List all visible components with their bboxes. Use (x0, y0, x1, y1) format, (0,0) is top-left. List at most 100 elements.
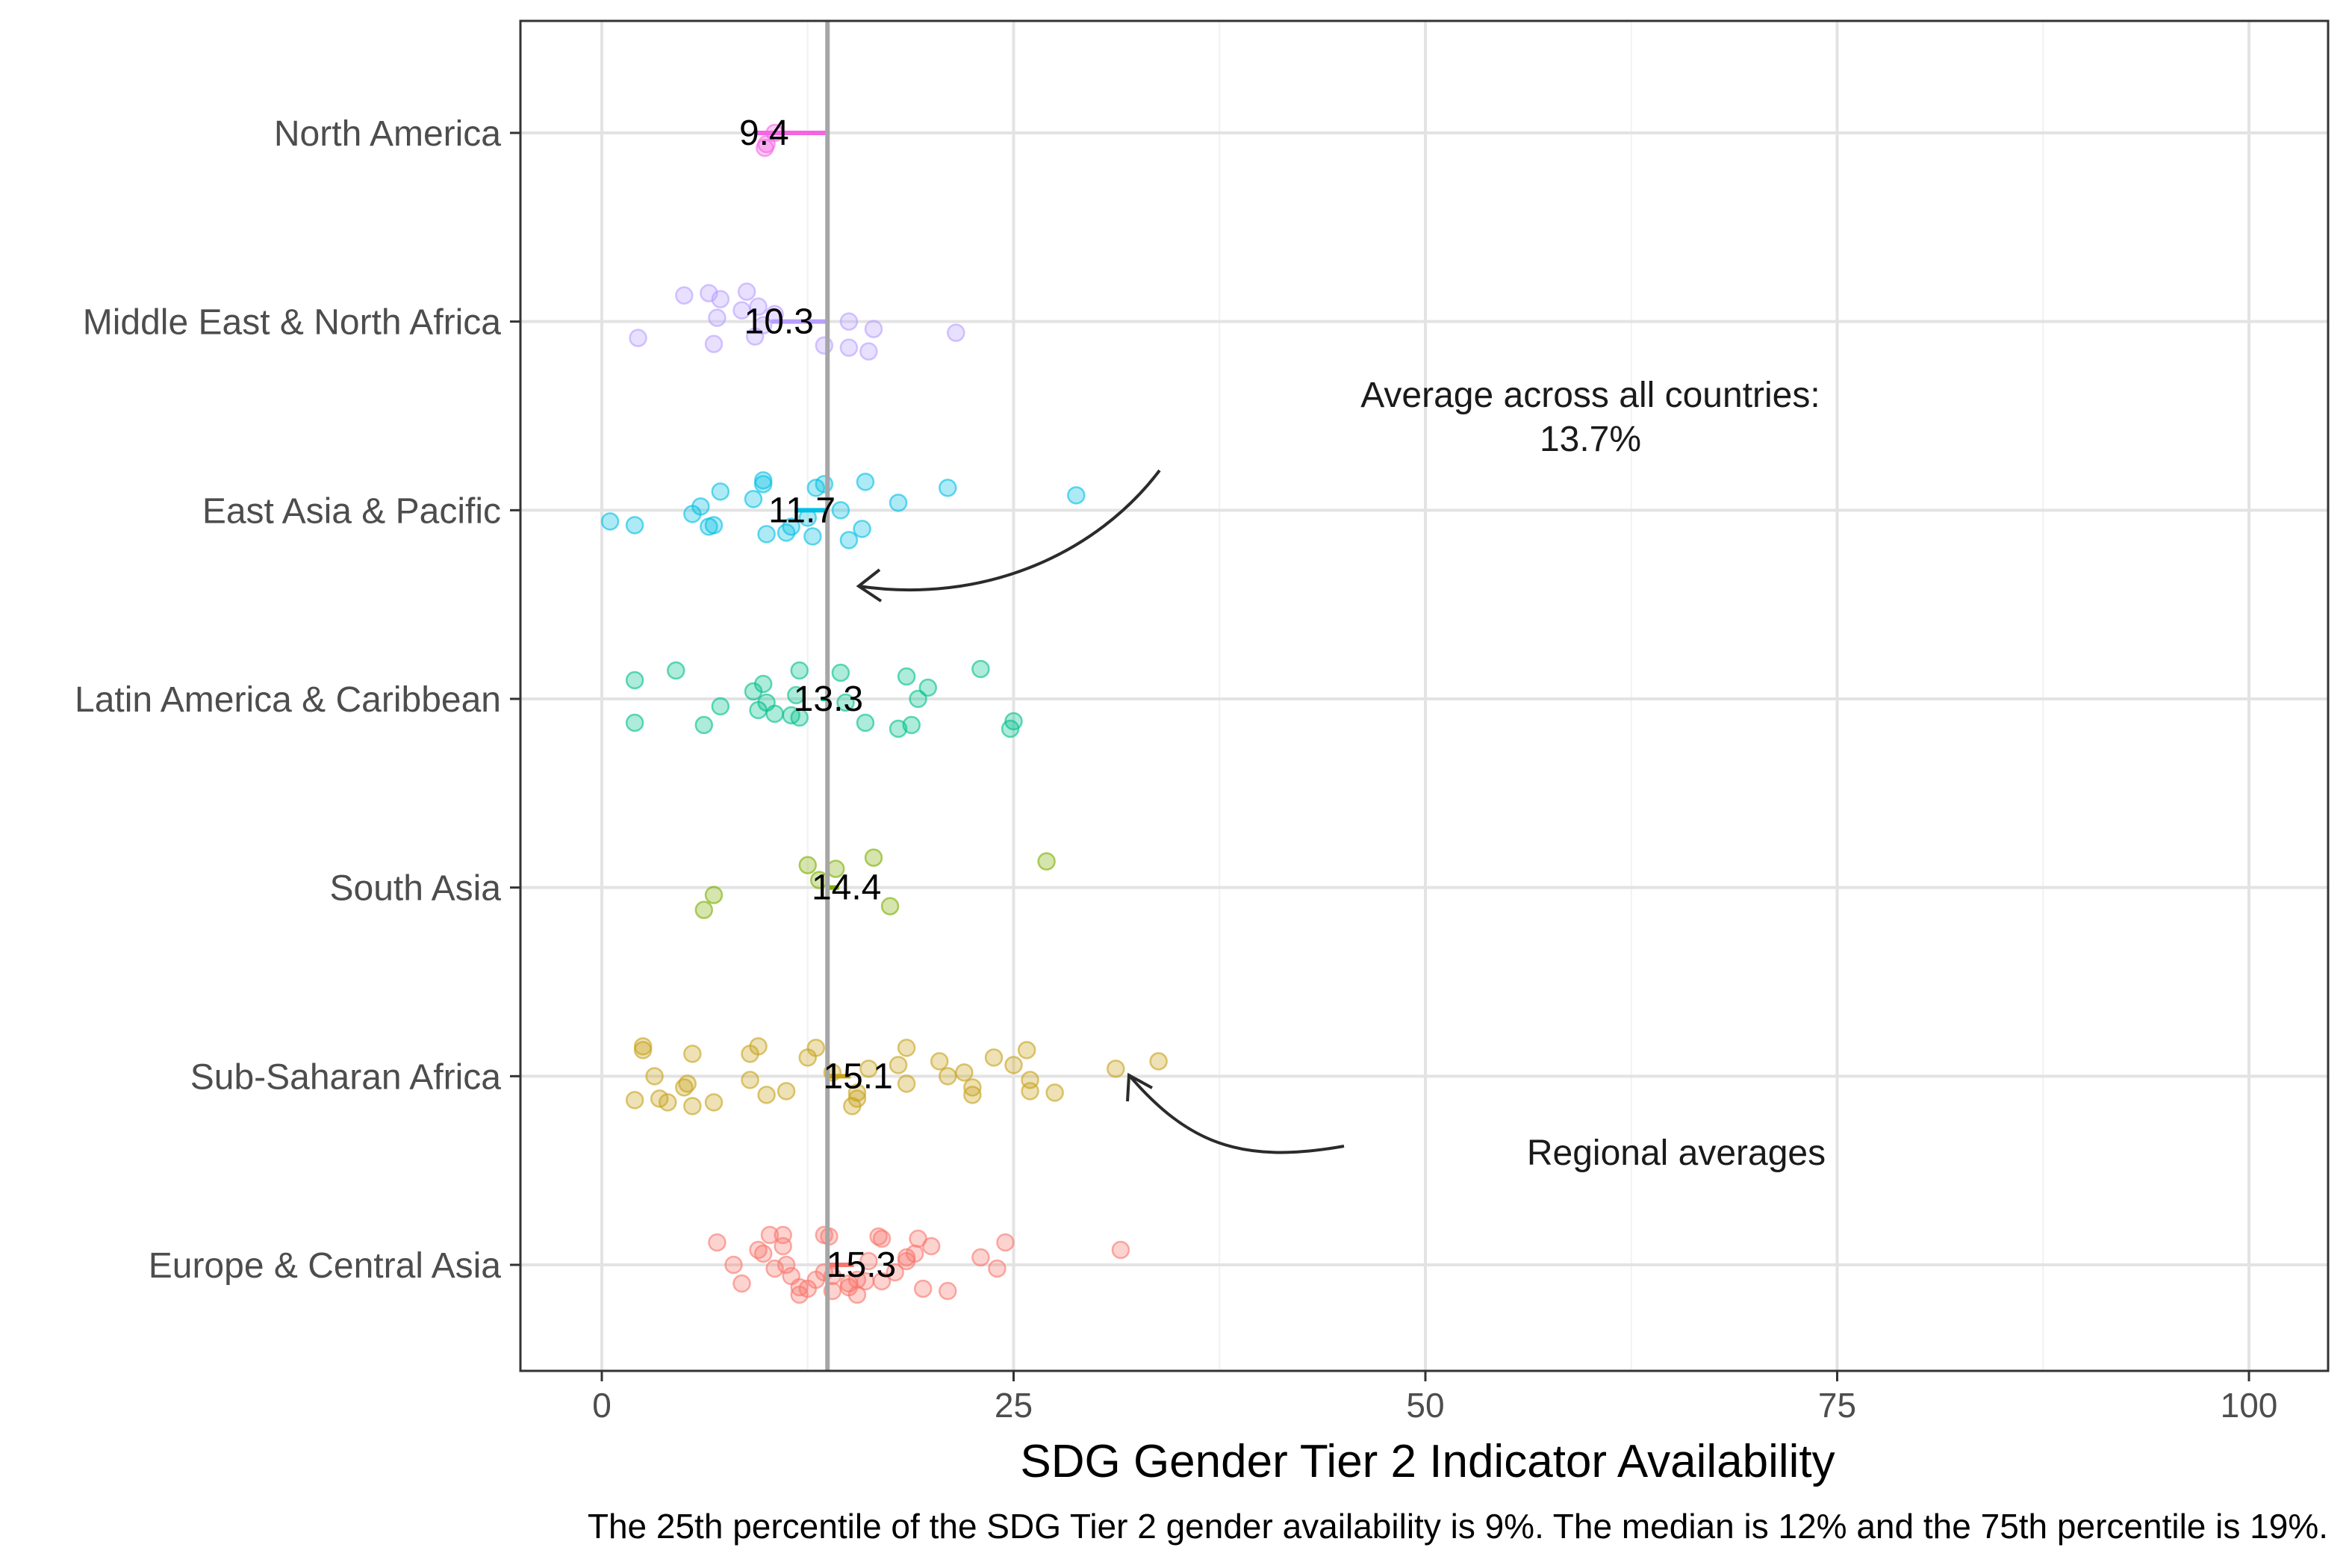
data-point (947, 323, 965, 342)
data-point (757, 525, 776, 544)
data-point (694, 900, 714, 919)
data-point (683, 1045, 702, 1063)
data-point (872, 1272, 892, 1291)
data-point (963, 1086, 982, 1104)
average-label: 15.3 (827, 1245, 896, 1285)
data-point (629, 329, 647, 347)
data-point (691, 497, 710, 516)
data-point (711, 290, 730, 308)
annotation-regional-arrow (1127, 1074, 1345, 1154)
annotation-overall-line-2: 13.7% (1540, 420, 1641, 459)
data-point (897, 1074, 916, 1093)
data-point (625, 1091, 644, 1110)
data-point (774, 1225, 792, 1245)
y-tick-label: East Asia & Pacific (202, 491, 501, 531)
data-point (1017, 1041, 1036, 1060)
data-point (859, 1060, 878, 1078)
data-point (864, 320, 883, 338)
data-point (909, 1229, 927, 1248)
data-point (732, 1274, 751, 1293)
data-point (756, 138, 774, 158)
y-tick-label: Sub-Saharan Africa (190, 1057, 502, 1097)
data-point (1001, 719, 1020, 738)
data-point (704, 886, 724, 904)
data-point (625, 713, 644, 732)
data-point (880, 897, 900, 915)
data-point (711, 697, 730, 716)
data-point (839, 312, 859, 331)
data-point (667, 661, 685, 680)
data-point (984, 1048, 1004, 1067)
data-point (700, 517, 718, 536)
data-point (831, 501, 850, 520)
x-tick-label: 75 (1818, 1386, 1856, 1425)
data-point (971, 1248, 990, 1267)
caption: The 25th percentile of the SDG Tier 2 ge… (588, 1507, 2328, 1546)
average-label: 13.3 (794, 679, 863, 719)
data-point (737, 282, 756, 301)
data-point (744, 490, 763, 508)
data-point (777, 523, 796, 542)
data-point (1107, 1060, 1125, 1078)
x-axis-title: SDG Gender Tier 2 Indicator Availability (1020, 1436, 1835, 1487)
data-point (675, 286, 694, 305)
data-point (930, 1052, 949, 1071)
data-point (955, 1063, 974, 1082)
data-point (839, 338, 859, 357)
data-point (798, 856, 817, 874)
data-point (1111, 1240, 1130, 1260)
data-point (711, 482, 730, 501)
annotation-overall-line-1: Average across all countries: (1360, 376, 1820, 415)
annotation-overall-arrowhead (856, 568, 883, 603)
data-point (856, 473, 875, 491)
y-tick-label: Europe & Central Asia (149, 1246, 502, 1286)
data-point (996, 1233, 1015, 1252)
data-point (806, 1039, 826, 1057)
axes: Europe & Central Asia Sub-Saharan Africa S… (75, 114, 2277, 1425)
data-point (864, 848, 883, 867)
data-point (939, 1281, 957, 1301)
data-point (708, 308, 727, 327)
annotation-overall-arrow (858, 469, 1161, 592)
annotation-regional-text: Regional averages (1527, 1133, 1826, 1173)
data-point (633, 1041, 653, 1060)
data-point (859, 342, 878, 361)
average-label: 11.7 (768, 491, 836, 530)
data-point (724, 1255, 743, 1275)
regional-average-labels: 15.3 15.1 14.4 13.3 11.7 10.3 9.4 (739, 113, 896, 1285)
x-tick-label: 0 (592, 1386, 612, 1425)
data-point (787, 685, 806, 705)
data-point (790, 661, 809, 680)
data-point (856, 713, 875, 732)
data-point (704, 1093, 724, 1112)
annotation-regional-arrowhead (1126, 1072, 1153, 1102)
data-point (853, 520, 871, 538)
data-point (803, 527, 822, 546)
data-point (694, 715, 714, 735)
data-point (777, 1255, 796, 1275)
data-point (1045, 1083, 1064, 1102)
annotation-regional: Regional averages (1126, 1072, 1826, 1173)
average-label: 14.4 (812, 868, 881, 908)
data-point (831, 663, 850, 682)
data-point (765, 704, 784, 724)
data-point (625, 671, 644, 690)
data-point (1067, 486, 1086, 505)
data-points (600, 123, 1168, 1304)
average-label: 10.3 (744, 302, 814, 342)
data-point (815, 336, 834, 355)
data-point (872, 1229, 892, 1248)
data-point (790, 708, 809, 727)
data-point (859, 1251, 878, 1271)
data-point (1021, 1082, 1039, 1101)
data-point (847, 1270, 867, 1289)
data-point (905, 1244, 924, 1263)
annotation-overall: Average across all countries: 13.7% (856, 376, 1820, 603)
y-tick-label: Latin America & Caribbean (75, 680, 501, 720)
data-point (757, 1086, 776, 1104)
data-point (753, 1244, 773, 1263)
data-point (708, 1233, 727, 1252)
data-point (753, 475, 773, 494)
average-label: 15.1 (823, 1057, 892, 1096)
